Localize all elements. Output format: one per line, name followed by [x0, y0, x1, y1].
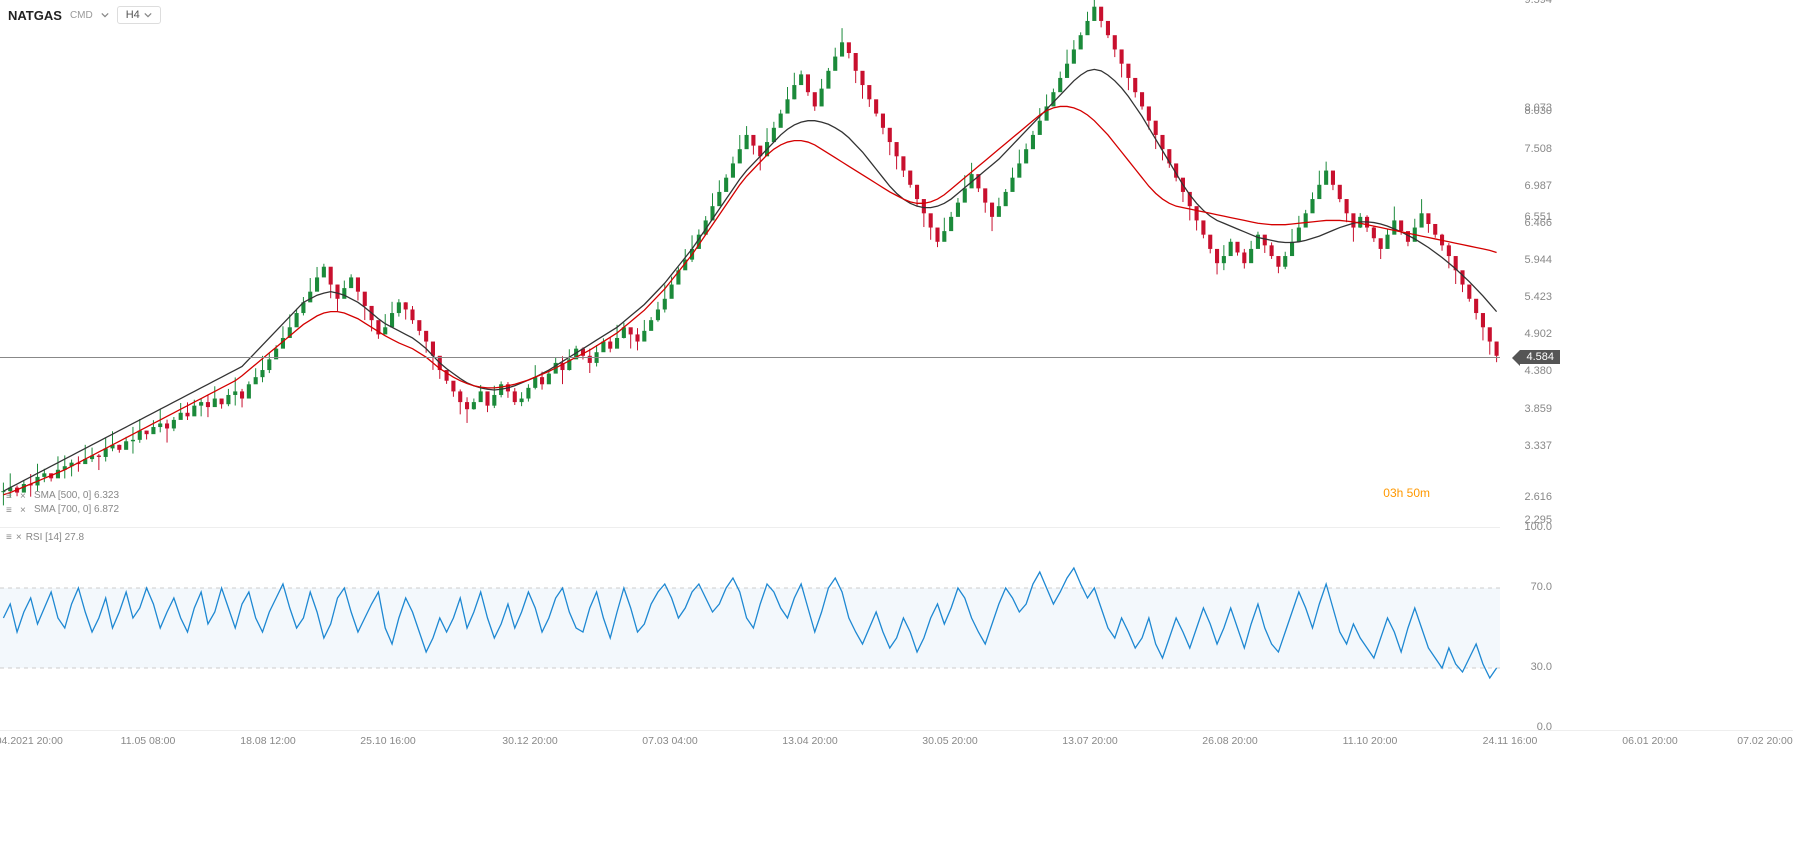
current-price-line [0, 357, 1500, 358]
rsi-tick: 70.0 [1531, 581, 1552, 593]
rsi-label: RSI [14] 27.8 [26, 532, 84, 543]
chevron-down-icon [101, 11, 109, 19]
price-chart-area[interactable]: ≡ × SMA [500, 0] 6.323 ≡ × SMA [700, 0] … [0, 0, 1500, 520]
price-chart-svg [0, 0, 1500, 520]
close-icon[interactable]: × [20, 505, 30, 515]
close-icon[interactable]: × [20, 491, 30, 501]
time-tick: 13.07 20:00 [1062, 735, 1117, 747]
price-tick: 7.508 [1524, 143, 1552, 155]
sma1-label-row: ≡ × SMA [500, 0] 6.323 [6, 490, 119, 501]
time-tick: 13.04 20:00 [782, 735, 837, 747]
time-axis[interactable]: 05.04.2021 20:00 11.05 08:00 18.08 12:00 25… [0, 730, 1793, 754]
indicator-icon: ≡ [6, 491, 16, 501]
price-tick: 8.030 [1524, 105, 1552, 117]
time-tick: 30.12 20:00 [502, 735, 557, 747]
time-tick: 07.03 04:00 [642, 735, 697, 747]
current-price-flag: 4.584 [1520, 350, 1560, 364]
time-tick: 11.05 08:00 [121, 735, 176, 747]
price-tick: 5.423 [1524, 291, 1552, 303]
price-tick: 6.987 [1524, 180, 1552, 192]
time-tick: 18.08 12:00 [240, 735, 295, 747]
rsi-axis[interactable]: 100.070.030.00.0 [1500, 527, 1560, 727]
price-tick: 4.902 [1524, 328, 1552, 340]
time-tick: 24.11 16:00 [1483, 735, 1538, 747]
rsi-tick: 100.0 [1524, 521, 1552, 533]
close-icon[interactable]: × [16, 532, 22, 543]
price-axis[interactable]: 9.5948.0736.5518.0307.5086.9876.4665.944… [1500, 0, 1560, 520]
sma2-label-row: ≡ × SMA [700, 0] 6.872 [6, 504, 119, 515]
chevron-down-icon [144, 11, 152, 19]
indicator-icon: ≡ [6, 505, 16, 515]
symbol-dropdown[interactable] [101, 11, 109, 19]
price-tick: 2.616 [1524, 491, 1552, 503]
chart-toolbar: NATGAS CMD H4 [8, 6, 161, 24]
rsi-panel[interactable]: ≡ × RSI [14] 27.8 [0, 527, 1500, 727]
sma1-label: SMA [500, 0] 6.323 [34, 490, 119, 501]
time-tick: 30.05 20:00 [922, 735, 977, 747]
time-tick: 07.02 20:00 [1737, 735, 1792, 747]
sma2-label: SMA [700, 0] 6.872 [34, 504, 119, 515]
price-tick: 3.337 [1524, 440, 1552, 452]
price-tick: 5.944 [1524, 254, 1552, 266]
time-tick: 25.10 16:00 [360, 735, 415, 747]
symbol-subtype: CMD [70, 10, 93, 21]
time-tick: 06.01 20:00 [1622, 735, 1677, 747]
timeframe-label: H4 [126, 9, 140, 21]
rsi-svg [0, 528, 1500, 728]
candle-countdown: 03h 50m [1383, 486, 1430, 500]
rsi-label-row: ≡ × RSI [14] 27.8 [6, 532, 84, 543]
price-tick: 4.380 [1524, 365, 1552, 377]
rsi-tick: 30.0 [1531, 661, 1552, 673]
time-tick: 05.04.2021 20:00 [0, 735, 63, 747]
price-tick: 3.859 [1524, 403, 1552, 415]
symbol-name[interactable]: NATGAS [8, 8, 62, 23]
time-tick: 26.08 20:00 [1202, 735, 1257, 747]
price-tick: 9.594 [1524, 0, 1552, 6]
price-tick: 6.466 [1524, 217, 1552, 229]
timeframe-selector[interactable]: H4 [117, 6, 161, 24]
time-tick: 11.10 20:00 [1343, 735, 1398, 747]
indicator-icon: ≡ [6, 532, 12, 543]
